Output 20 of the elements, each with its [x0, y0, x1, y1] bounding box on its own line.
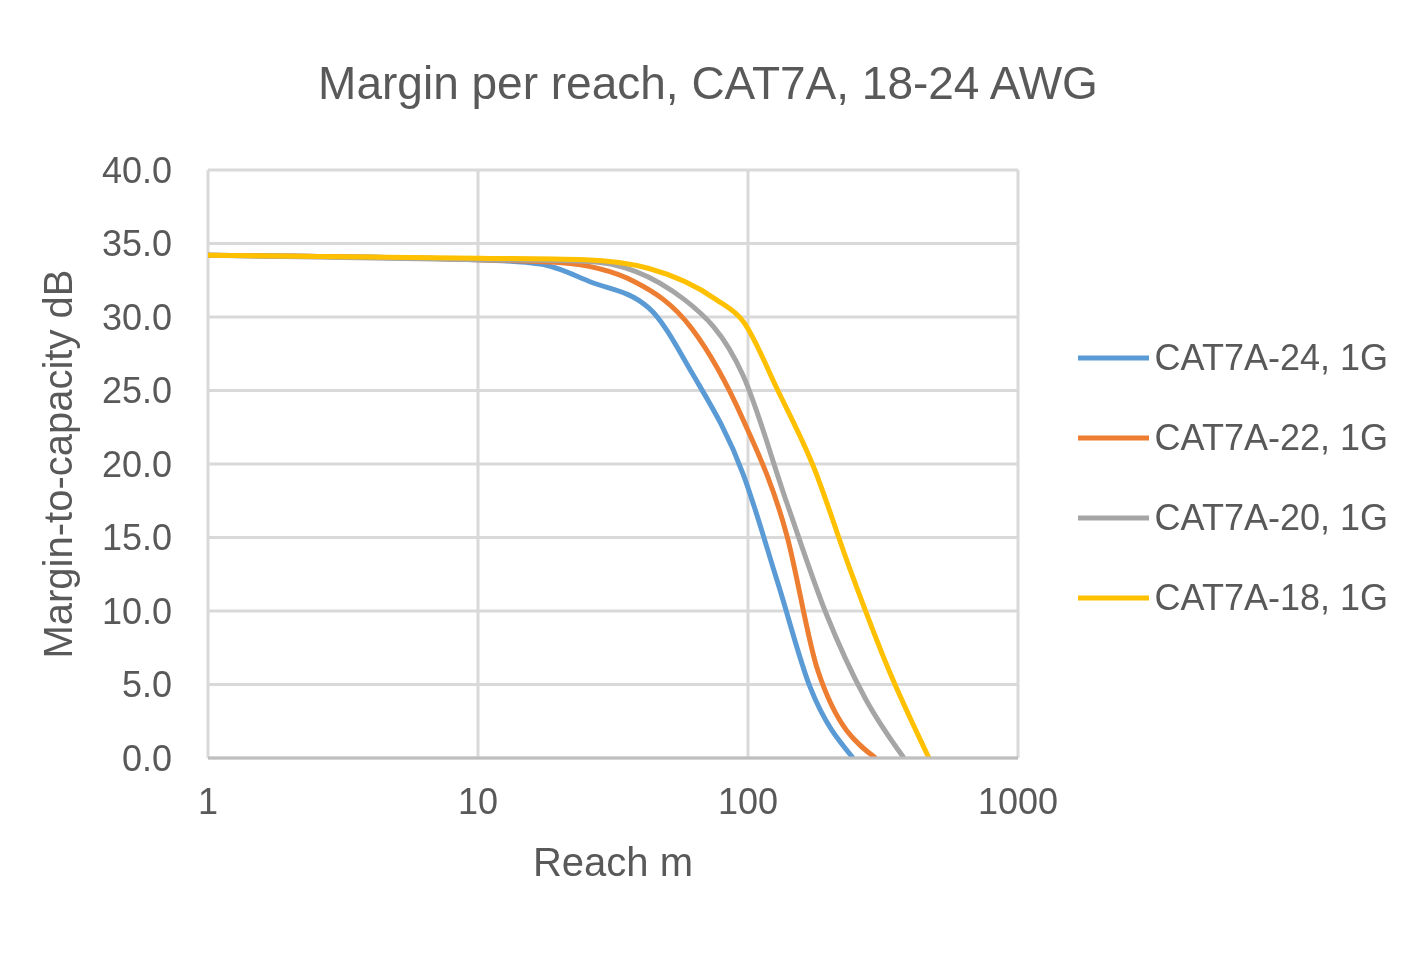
y-tick-label: 35.0 [101, 223, 172, 265]
text: CAT7A-18, 1G [1154, 577, 1388, 619]
x-tick-label: 10 [457, 780, 499, 822]
y-tick-label: 40.0 [101, 149, 172, 191]
y-tick-label: 20.0 [101, 443, 172, 485]
y-axis-title: Margin-to-capacity dB [36, 269, 81, 659]
x-tick-label: 100 [717, 780, 779, 822]
y-tick-label: 0.0 [121, 737, 172, 779]
text: CAT7A-20, 1G [1154, 497, 1388, 539]
x-tick-label: 1000 [977, 780, 1059, 822]
y-tick-label: 25.0 [101, 370, 172, 412]
text: CAT7A-22, 1G [1154, 417, 1388, 459]
y-tick-label: 30.0 [101, 296, 172, 338]
x-axis-title: Reach m [532, 840, 694, 885]
y-tick-label: 10.0 [101, 590, 172, 632]
y-tick-label: 5.0 [121, 664, 172, 706]
y-tick-label: 15.0 [101, 517, 172, 559]
text: CAT7A-24, 1G [1154, 337, 1388, 379]
x-tick-label: 1 [197, 780, 219, 822]
chart-title: Margin per reach, CAT7A, 18-24 AWG [317, 56, 1099, 110]
